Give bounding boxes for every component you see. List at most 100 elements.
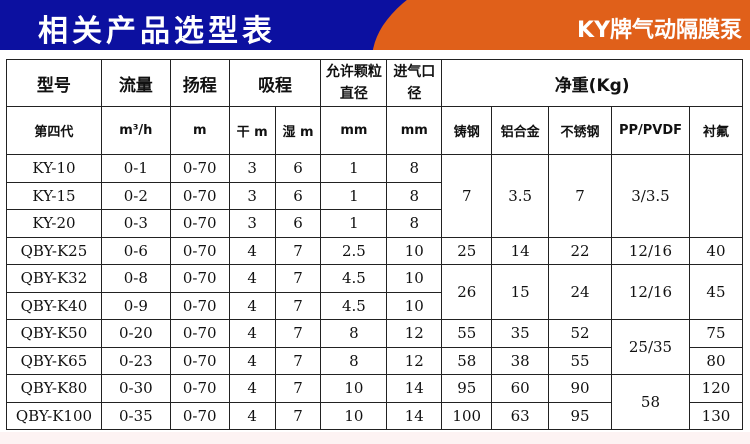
cell-weight: 7: [548, 154, 612, 238]
cell-weight: 12/16: [611, 264, 690, 320]
cell-flow: 0-9: [100, 291, 171, 320]
table-row: QBY-K100 0-35 0-70 4 7 10 14 100 63 95 130: [6, 401, 744, 430]
cell-dry: 4: [228, 346, 276, 375]
cell-flow: 0-3: [100, 209, 171, 238]
cell-weight: 60: [491, 374, 550, 403]
unit-particle: mm: [320, 106, 388, 155]
cell-inlet: 8: [386, 154, 443, 183]
cell-weight: 45: [688, 264, 744, 320]
cell-weight: 95: [441, 374, 493, 403]
cell-weight: 120: [688, 374, 744, 403]
header-inlet: 进气口径: [386, 59, 443, 107]
cell-particle: 10: [320, 374, 388, 403]
cell-head: 0-70: [169, 264, 230, 293]
cell-weight: 25/35: [611, 319, 690, 375]
cell-wet: 7: [274, 319, 322, 348]
brand-label: KY牌气动隔膜泵: [577, 18, 742, 43]
cell-flow: 0-20: [100, 319, 171, 348]
cell-dry: 4: [228, 291, 276, 320]
cell-model: QBY-K25: [6, 236, 102, 265]
page-title: 相关产品选型表: [38, 14, 276, 49]
cell-inlet: 10: [386, 264, 443, 293]
cell-weight: [688, 154, 744, 238]
cell-dry: 4: [228, 264, 276, 293]
cell-flow: 0-30: [100, 374, 171, 403]
unit-flow: m³/h: [100, 106, 171, 155]
cell-particle: 2.5: [320, 236, 388, 265]
cell-wet: 6: [274, 181, 322, 210]
cell-head: 0-70: [169, 209, 230, 238]
header-head: 扬程: [169, 59, 230, 107]
cell-weight: 24: [548, 264, 612, 320]
table-row: QBY-K32 0-8 0-70 4 7 4.5 10 26 15 24 12/16 45: [6, 264, 744, 320]
unit-inlet: mm: [386, 106, 443, 155]
cell-weight: 55: [441, 319, 493, 348]
cell-dry: 4: [228, 319, 276, 348]
cell-head: 0-70: [169, 401, 230, 430]
unit-dry: 干 m: [228, 106, 276, 155]
cell-weight: 130: [688, 401, 744, 430]
cell-weight: 26: [441, 264, 493, 320]
cell-weight: 3.5: [491, 154, 550, 238]
cell-inlet: 10: [386, 291, 443, 320]
cell-inlet: 14: [386, 401, 443, 430]
cell-head: 0-70: [169, 346, 230, 375]
brand-accent-shape: [372, 0, 750, 50]
cell-model: QBY-K40: [6, 291, 102, 320]
cell-dry: 4: [228, 236, 276, 265]
cell-weight: 40: [688, 236, 744, 265]
cell-dry: 3: [228, 181, 276, 210]
units-row: 第四代 m³/h m 干 m 湿 m mm mm 铸钢 铝合金 不锈钢 PP/P…: [6, 106, 744, 155]
cell-dry: 4: [228, 374, 276, 403]
table-row: QBY-K40 0-9 0-70 4 7 4.5 10: [6, 291, 743, 320]
header-model: 型号: [6, 59, 102, 107]
cell-flow: 0-23: [100, 346, 171, 375]
cell-wet: 7: [274, 236, 322, 265]
banner: 相关产品选型表 KY牌气动隔膜泵: [0, 0, 750, 50]
cell-head: 0-70: [169, 181, 230, 210]
cell-wet: 7: [274, 291, 322, 320]
header-flow: 流量: [100, 59, 171, 107]
cell-particle: 10: [320, 401, 388, 430]
cell-dry: 3: [228, 209, 276, 238]
cell-model: QBY-K32: [6, 264, 102, 293]
cell-head: 0-70: [169, 374, 230, 403]
cell-weight: 63: [491, 401, 550, 430]
cell-wet: 6: [274, 154, 322, 183]
cell-wet: 7: [274, 264, 322, 293]
cell-weight: 52: [548, 319, 612, 348]
cell-head: 0-70: [169, 291, 230, 320]
cell-weight: 14: [491, 236, 550, 265]
cell-wet: 6: [274, 209, 322, 238]
cell-weight: 38: [491, 346, 550, 375]
header-weight: 净重(Kg): [441, 59, 743, 107]
cell-weight: 22: [548, 236, 612, 265]
cell-particle: 4.5: [320, 291, 388, 320]
cell-model: KY-10: [6, 154, 102, 183]
cell-model: QBY-K80: [6, 374, 102, 403]
table-row: KY-15 0-2 0-70 3 6 1 8: [6, 181, 743, 210]
table-row: QBY-K80 0-30 0-70 4 7 10 14 95 60 90 58 120: [6, 374, 744, 430]
cell-weight: 25: [441, 236, 493, 265]
cell-weight: 12/16: [611, 236, 690, 265]
cell-dry: 3: [228, 154, 276, 183]
cell-wet: 7: [274, 374, 322, 403]
table-row: QBY-K50 0-20 0-70 4 7 8 12 55 35 52 25/35 75: [6, 319, 744, 375]
cell-model: QBY-K65: [6, 346, 102, 375]
table-row: QBY-K25 0-6 0-70 4 7 2.5 10 25 14 22 12/16 40: [6, 236, 744, 265]
cell-inlet: 10: [386, 236, 443, 265]
cell-dry: 4: [228, 401, 276, 430]
cell-weight: 95: [548, 401, 612, 430]
cell-weight: 58: [611, 374, 690, 430]
header-particle: 允许颗粒直径: [320, 59, 388, 107]
cell-particle: 1: [320, 209, 388, 238]
cell-weight: 90: [548, 374, 612, 403]
cell-weight: 58: [441, 346, 493, 375]
cell-weight: 100: [441, 401, 493, 430]
cell-flow: 0-1: [100, 154, 171, 183]
unit-wet: 湿 m: [274, 106, 322, 155]
cell-weight: 75: [688, 319, 744, 348]
unit-ptfe: 衬氟: [688, 106, 744, 155]
cell-model: QBY-K100: [6, 401, 102, 430]
cell-head: 0-70: [169, 236, 230, 265]
